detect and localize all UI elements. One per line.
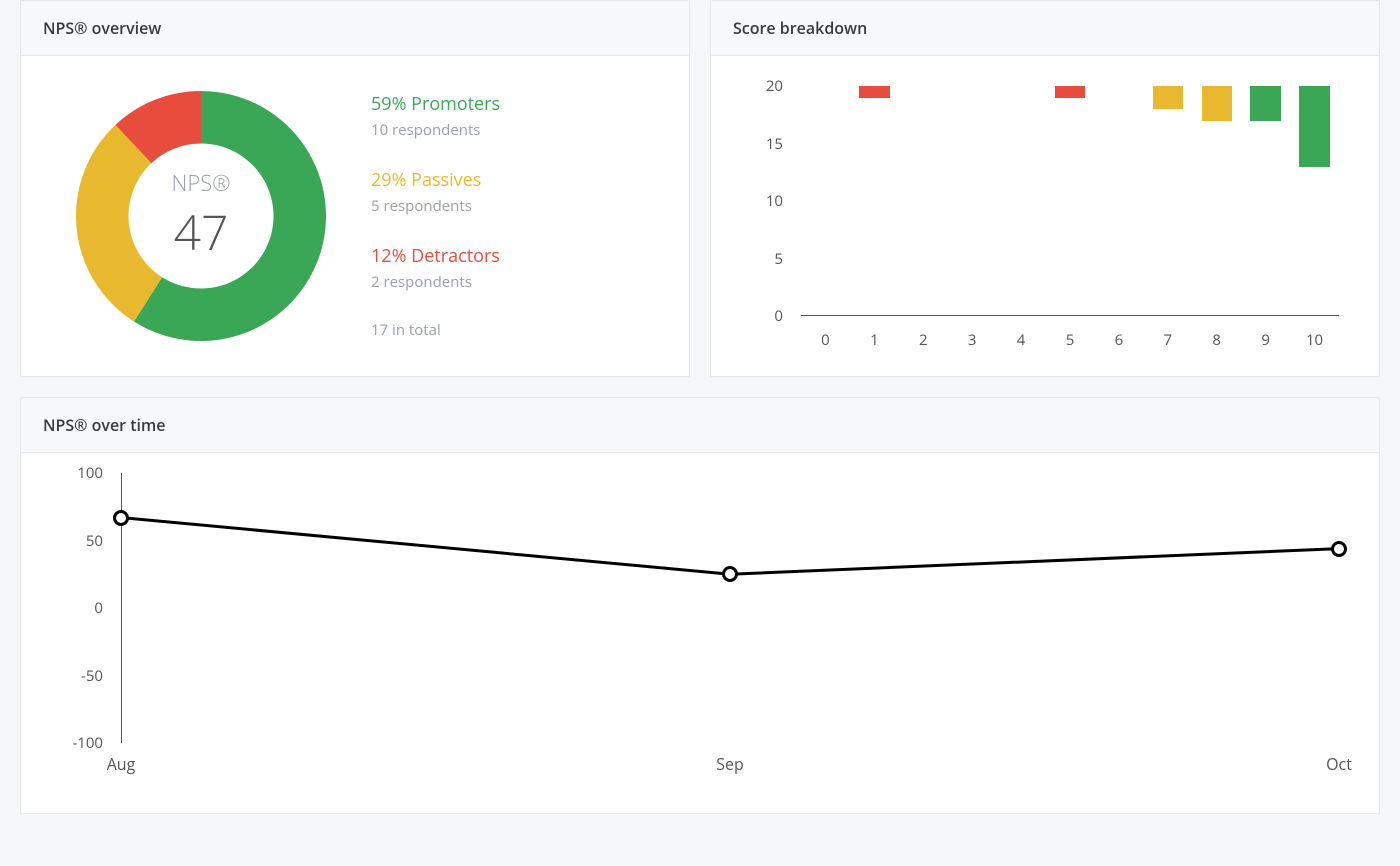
line-ylabel: -50 <box>81 666 103 686</box>
bar-xlabel: 2 <box>899 322 948 356</box>
donut-center-label: NPS® <box>171 168 230 198</box>
bar-rect <box>1153 86 1183 109</box>
overview-body: NPS® 47 59% Promoters 10 respondents 29%… <box>21 56 689 376</box>
bar-chart: 05101520 012345678910 <box>751 86 1339 356</box>
bar-xlabel: 0 <box>801 322 850 356</box>
bar-xlabel: 5 <box>1046 322 1095 356</box>
bar-slot <box>1290 86 1339 316</box>
dashboard: NPS® overview NPS® 47 59% Promoters 10 r… <box>0 0 1400 834</box>
bar-ylabel: 20 <box>766 76 783 96</box>
legend-total: 17 in total <box>371 320 500 340</box>
bar-ylabel: 15 <box>766 134 783 154</box>
line-svg <box>121 473 1339 743</box>
bar-slot <box>801 86 850 316</box>
overtime-body: -100-50050100 AugSepOct <box>21 453 1379 813</box>
bar-rect <box>1299 86 1329 167</box>
bar-xlabel: 3 <box>948 322 997 356</box>
line-xlabel: Oct <box>1326 753 1352 775</box>
card-nps-overview: NPS® overview NPS® 47 59% Promoters 10 r… <box>20 0 690 377</box>
line-chart: -100-50050100 AugSepOct <box>51 473 1349 793</box>
legend-promoters: 59% Promoters 10 respondents <box>371 92 500 140</box>
bar-yaxis: 05101520 <box>751 86 791 316</box>
breakdown-title: Score breakdown <box>733 17 867 39</box>
line-ylabel: 100 <box>77 463 103 483</box>
legend-passives: 29% Passives 5 respondents <box>371 168 500 216</box>
bar-ylabel: 5 <box>774 249 783 269</box>
bar-xlabel: 8 <box>1192 322 1241 356</box>
bar-rect <box>1202 86 1232 121</box>
card-header-overview: NPS® overview <box>21 1 689 56</box>
donut-chart: NPS® 47 <box>71 86 331 346</box>
bar-slot <box>1094 86 1143 316</box>
card-header-overtime: NPS® over time <box>21 398 1379 453</box>
bar-ylabel: 0 <box>774 306 783 326</box>
bar-slot <box>1143 86 1192 316</box>
line-yaxis: -100-50050100 <box>51 473 111 743</box>
bar-slot <box>997 86 1046 316</box>
line-ylabel: 50 <box>86 531 103 551</box>
line-xlabel: Aug <box>107 753 136 775</box>
overview-title: NPS® overview <box>43 17 161 39</box>
legend-promoters-headline: 59% Promoters <box>371 92 500 116</box>
legend-promoters-sub: 10 respondents <box>371 120 500 140</box>
bar-slot <box>899 86 948 316</box>
breakdown-body: 05101520 012345678910 <box>711 56 1379 376</box>
bar-xlabel: 4 <box>997 322 1046 356</box>
line-ylabel: 0 <box>94 598 103 618</box>
donut-center-score: 47 <box>174 200 229 265</box>
bar-slot <box>1046 86 1095 316</box>
card-header-breakdown: Score breakdown <box>711 1 1379 56</box>
line-xlabel: Sep <box>716 753 744 775</box>
bar-ylabel: 10 <box>766 191 783 211</box>
overview-legend: 59% Promoters 10 respondents 29% Passive… <box>371 92 500 340</box>
bar-xlabel: 6 <box>1094 322 1143 356</box>
donut-center: NPS® 47 <box>71 86 331 346</box>
line-ylabel: -100 <box>72 733 103 753</box>
bar-xlabels: 012345678910 <box>801 322 1339 356</box>
legend-detractors-headline: 12% Detractors <box>371 244 500 268</box>
card-score-breakdown: Score breakdown 05101520 012345678910 <box>710 0 1380 377</box>
line-xlabels: AugSepOct <box>121 753 1339 783</box>
bar-slot <box>948 86 997 316</box>
bar-slot <box>1241 86 1290 316</box>
legend-detractors: 12% Detractors 2 respondents <box>371 244 500 292</box>
bar-rect <box>1055 86 1085 98</box>
bar-rect <box>859 86 889 98</box>
line-plot-area <box>121 473 1339 743</box>
bar-xlabel: 1 <box>850 322 899 356</box>
card-nps-overtime: NPS® over time -100-50050100 AugSepOct <box>20 397 1380 814</box>
overtime-title: NPS® over time <box>43 414 166 436</box>
legend-passives-sub: 5 respondents <box>371 196 500 216</box>
bar-slot <box>850 86 899 316</box>
line-marker <box>113 510 129 526</box>
line-marker <box>1331 541 1347 557</box>
bar-xlabel: 7 <box>1143 322 1192 356</box>
legend-detractors-sub: 2 respondents <box>371 272 500 292</box>
bar-slot <box>1192 86 1241 316</box>
bars-area <box>801 86 1339 316</box>
legend-passives-headline: 29% Passives <box>371 168 500 192</box>
bar-xlabel: 10 <box>1290 322 1339 356</box>
bar-xlabel: 9 <box>1241 322 1290 356</box>
bar-rect <box>1250 86 1280 121</box>
